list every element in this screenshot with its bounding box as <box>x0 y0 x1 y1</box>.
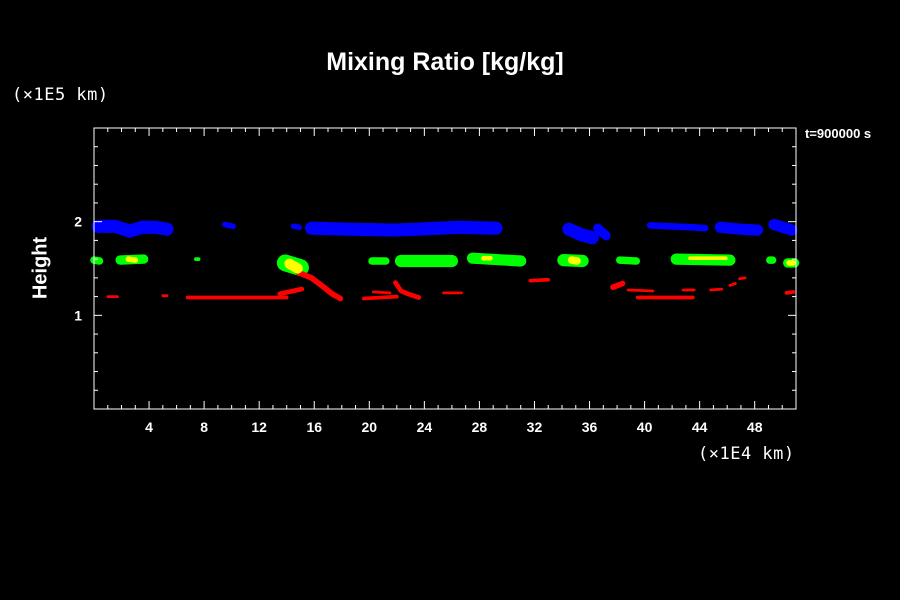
contour-red-28 <box>372 290 392 295</box>
contour-layer <box>90 218 800 302</box>
contour-red-37 <box>738 276 747 281</box>
x-tick-label: 32 <box>527 419 543 435</box>
contour-green-17 <box>616 256 641 265</box>
contour-blue-8 <box>768 218 798 236</box>
contour-green-9 <box>90 256 104 265</box>
contour-red-25 <box>294 269 344 302</box>
contour-yellow-42 <box>567 256 581 265</box>
contour-red-30 <box>528 277 551 283</box>
y-tick-label: 2 <box>74 214 82 230</box>
contour-blue-2 <box>290 223 302 231</box>
contour-blue-6 <box>646 222 709 232</box>
contour-green-15 <box>466 252 527 267</box>
x-axis-unit: (×1E4 km) <box>698 444 795 464</box>
x-tick-label: 4 <box>145 419 153 435</box>
plot-frame <box>93 127 797 410</box>
x-tick-label: 24 <box>417 419 433 435</box>
x-tick-label: 20 <box>362 419 378 435</box>
time-label: t=900000 s <box>805 126 872 141</box>
contour-blue-4 <box>562 222 599 245</box>
x-tick-label: 48 <box>747 419 763 435</box>
y-tick-label: 1 <box>74 307 82 323</box>
x-tick-label: 44 <box>692 419 708 435</box>
contour-blue-5 <box>593 223 611 241</box>
contour-blue-3 <box>304 220 503 237</box>
contour-red-38 <box>784 290 796 295</box>
contour-red-32 <box>626 288 655 293</box>
x-tick-label: 12 <box>251 419 267 435</box>
x-tick-label: 40 <box>637 419 653 435</box>
contour-blue-0 <box>91 219 174 238</box>
contour-blue-1 <box>222 221 236 230</box>
y-axis-unit: (×1E5 km) <box>12 85 109 105</box>
x-tick-label: 36 <box>582 419 598 435</box>
contour-red-26 <box>361 294 399 301</box>
x-tick-label: 16 <box>306 419 322 435</box>
x-tick-label: 8 <box>200 419 208 435</box>
contour-red-31 <box>610 280 626 290</box>
chart-title: Mixing Ratio [kg/kg] <box>326 48 564 76</box>
contour-red-36 <box>728 282 737 287</box>
contour-yellow-40 <box>284 258 303 274</box>
contour-yellow-39 <box>125 256 139 263</box>
contour-red-27 <box>393 280 422 300</box>
x-tick-label: 28 <box>472 419 488 435</box>
contour-red-35 <box>709 287 724 292</box>
contour-red-24 <box>277 286 305 297</box>
contour-blue-7 <box>714 221 764 236</box>
